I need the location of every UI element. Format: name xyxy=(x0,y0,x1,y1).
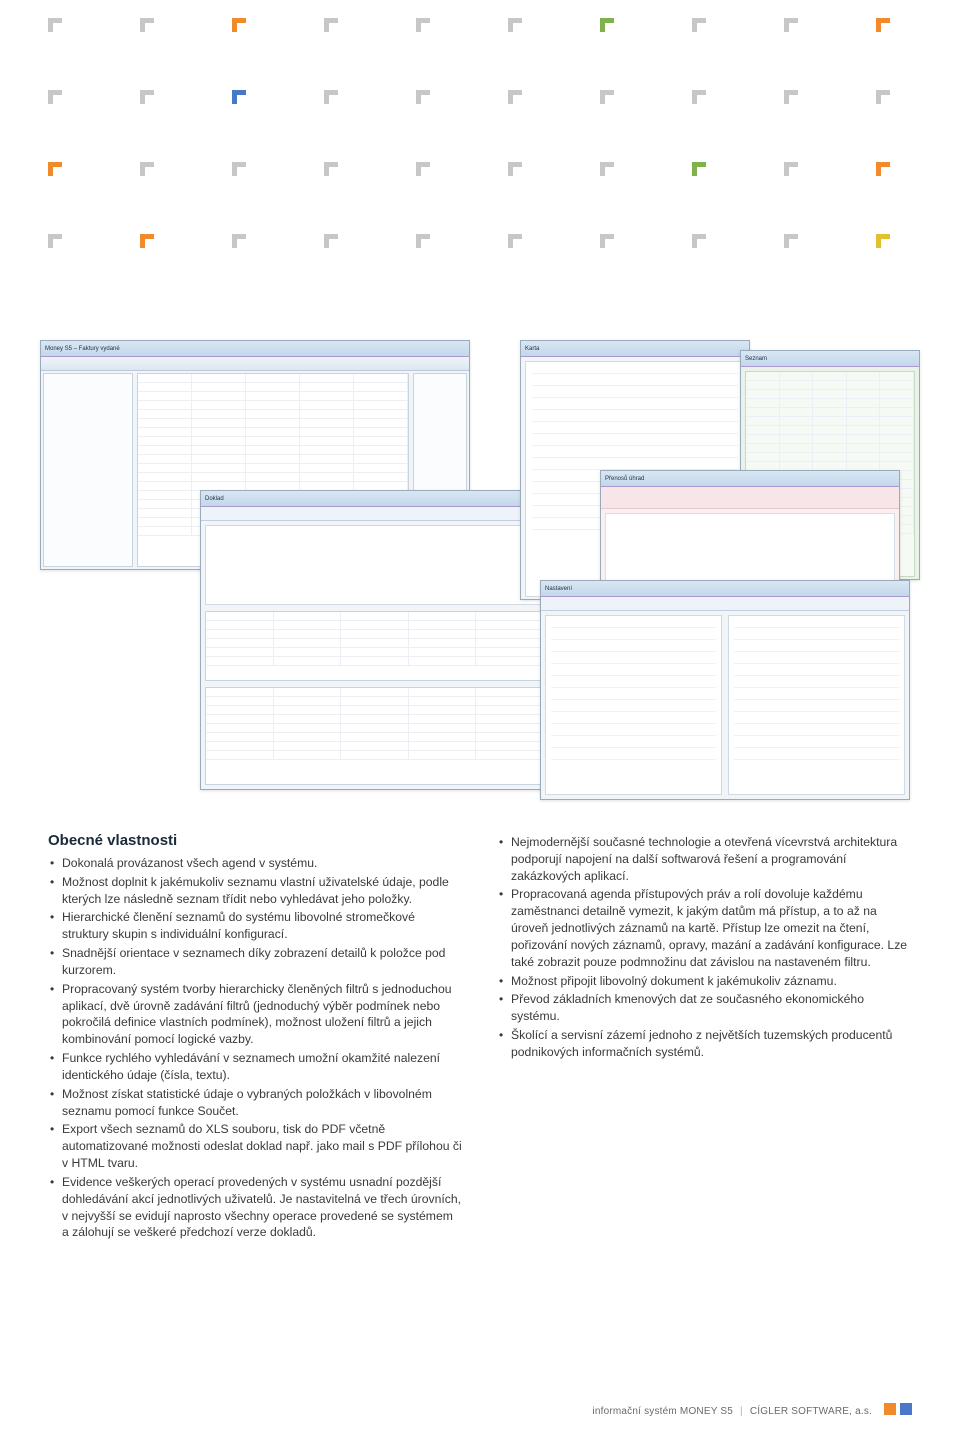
footer-left: informační systém MONEY S5 xyxy=(592,1406,733,1417)
corner-marker xyxy=(324,162,338,176)
corner-marker xyxy=(416,90,430,104)
footer-right: CÍGLER SOFTWARE, a.s. xyxy=(750,1406,872,1417)
corner-marker xyxy=(416,18,430,32)
footer-square xyxy=(900,1403,912,1415)
corner-marker xyxy=(692,162,706,176)
corner-marker xyxy=(876,90,890,104)
left-column: Obecné vlastnosti Dokonalá provázanost v… xyxy=(48,832,463,1243)
corner-marker xyxy=(508,234,522,248)
corner-marker xyxy=(508,162,522,176)
corner-marker xyxy=(48,18,62,32)
feature-list-left: Dokonalá provázanost všech agend v systé… xyxy=(48,855,463,1241)
footer-square xyxy=(884,1403,896,1415)
corner-marker xyxy=(876,234,890,248)
corner-marker xyxy=(140,90,154,104)
corner-marker xyxy=(232,18,246,32)
feature-item: Propracovaná agenda přístupových práv a … xyxy=(497,886,912,970)
page-footer: informační systém MONEY S5 | CÍGLER SOFT… xyxy=(592,1402,912,1420)
feature-item: Hierarchické členění seznamů do systému … xyxy=(48,909,463,943)
corner-marker xyxy=(876,162,890,176)
footer-squares xyxy=(880,1402,912,1420)
corner-marker xyxy=(600,18,614,32)
corner-marker xyxy=(508,18,522,32)
feature-item: Dokonalá provázanost všech agend v systé… xyxy=(48,855,463,872)
corner-marker xyxy=(140,18,154,32)
feature-item: Možnost doplnit k jakémukoliv seznamu vl… xyxy=(48,874,463,908)
feature-item: Funkce rychlého vyhledávání v seznamech … xyxy=(48,1050,463,1084)
corner-marker xyxy=(692,90,706,104)
corner-marker xyxy=(600,162,614,176)
corner-marker xyxy=(508,90,522,104)
corner-marker xyxy=(232,234,246,248)
corner-marker xyxy=(600,90,614,104)
corner-marker xyxy=(140,162,154,176)
corner-marker xyxy=(48,162,62,176)
corner-marker xyxy=(48,234,62,248)
screenshot-collage: Money S5 – Faktury vydané Doklad KartaSe… xyxy=(40,340,920,810)
feature-item: Možnost připojit libovolný dokument k ja… xyxy=(497,973,912,990)
feature-item: Snadnější orientace v seznamech díky zob… xyxy=(48,945,463,979)
corner-marker xyxy=(324,90,338,104)
footer-separator: | xyxy=(740,1406,743,1417)
corner-marker xyxy=(692,234,706,248)
corner-marker xyxy=(692,18,706,32)
corner-marker xyxy=(232,162,246,176)
app-screenshot: Doklad xyxy=(200,490,550,790)
corner-marker xyxy=(416,234,430,248)
corner-marker xyxy=(48,90,62,104)
footer-text: informační systém MONEY S5 | CÍGLER SOFT… xyxy=(592,1406,872,1417)
corner-marker-grid xyxy=(0,0,960,310)
corner-marker xyxy=(232,90,246,104)
section-title: Obecné vlastnosti xyxy=(48,832,463,849)
corner-marker xyxy=(416,162,430,176)
corner-marker xyxy=(324,18,338,32)
feature-list-right: Nejmodernější současné technologie a ote… xyxy=(497,834,912,1061)
feature-item: Export všech seznamů do XLS souboru, tis… xyxy=(48,1121,463,1171)
feature-item: Převod základních kmenových dat ze souča… xyxy=(497,991,912,1025)
feature-item: Možnost získat statistické údaje o vybra… xyxy=(48,1086,463,1120)
corner-marker xyxy=(784,18,798,32)
corner-marker xyxy=(784,234,798,248)
corner-marker xyxy=(784,90,798,104)
corner-marker xyxy=(140,234,154,248)
app-screenshot: Nastavení xyxy=(540,580,910,800)
feature-item: Evidence veškerých operací provedených v… xyxy=(48,1174,463,1241)
corner-marker xyxy=(784,162,798,176)
feature-item: Propracovaný systém tvorby hierarchicky … xyxy=(48,981,463,1048)
feature-columns: Obecné vlastnosti Dokonalá provázanost v… xyxy=(48,832,912,1243)
corner-marker xyxy=(324,234,338,248)
corner-marker xyxy=(600,234,614,248)
corner-marker xyxy=(876,18,890,32)
right-column: Nejmodernější současné technologie a ote… xyxy=(497,832,912,1243)
feature-item: Nejmodernější současné technologie a ote… xyxy=(497,834,912,884)
feature-item: Školící a servisní zázemí jednoho z nejv… xyxy=(497,1027,912,1061)
